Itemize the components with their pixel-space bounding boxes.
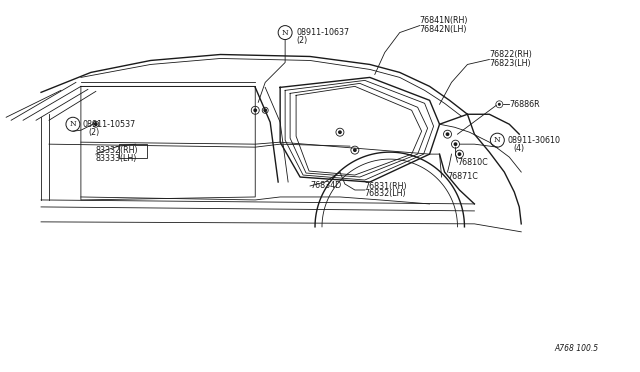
Text: 76810C: 76810C — [458, 158, 488, 167]
Text: 76871C: 76871C — [447, 171, 478, 180]
Text: (2): (2) — [296, 36, 307, 45]
Text: N: N — [494, 136, 500, 144]
Text: N: N — [282, 29, 289, 36]
Circle shape — [454, 143, 457, 145]
Text: 08911-10637: 08911-10637 — [296, 28, 349, 37]
Text: 76832(LH): 76832(LH) — [365, 189, 406, 199]
Circle shape — [264, 109, 266, 112]
Text: (4): (4) — [513, 144, 524, 153]
Text: 76831(RH): 76831(RH) — [365, 182, 408, 190]
Circle shape — [458, 153, 461, 155]
Text: N: N — [70, 120, 76, 128]
Text: 76886R: 76886R — [509, 100, 540, 109]
Text: 83333(LH): 83333(LH) — [96, 154, 137, 163]
Text: 76823(LH): 76823(LH) — [490, 59, 531, 68]
Text: 76834D: 76834D — [310, 182, 341, 190]
Text: 76841N(RH): 76841N(RH) — [420, 16, 468, 25]
Text: 76822(RH): 76822(RH) — [490, 50, 532, 59]
Text: A768 100.5: A768 100.5 — [555, 344, 599, 353]
Circle shape — [95, 123, 97, 125]
Text: (2): (2) — [89, 128, 100, 137]
Circle shape — [254, 109, 257, 112]
Circle shape — [499, 103, 500, 105]
Circle shape — [354, 149, 356, 151]
Text: 08911-30610: 08911-30610 — [508, 136, 560, 145]
Text: 76842N(LH): 76842N(LH) — [420, 25, 467, 34]
Circle shape — [339, 131, 341, 134]
Text: 83332(RH): 83332(RH) — [96, 145, 138, 155]
Text: 08911-10537: 08911-10537 — [83, 120, 136, 129]
Circle shape — [446, 133, 449, 135]
